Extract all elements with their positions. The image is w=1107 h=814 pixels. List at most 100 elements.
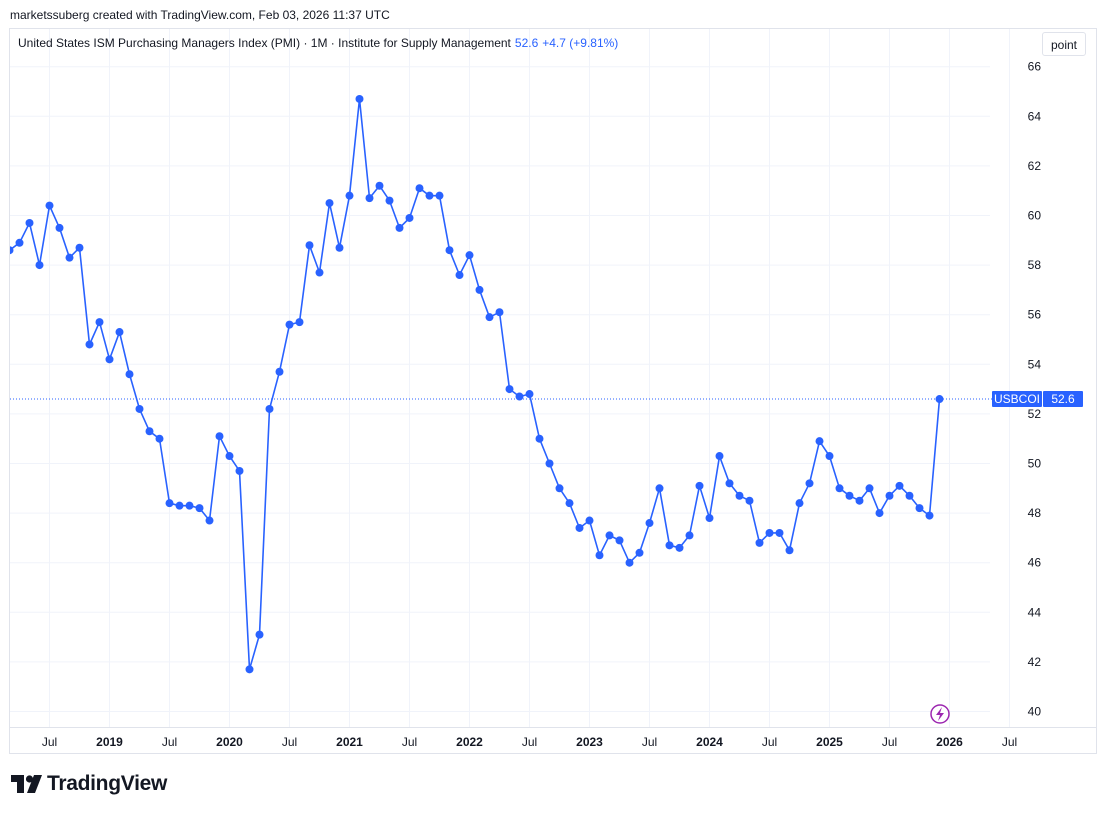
line-chart[interactable]: 40 42 44 46 48 50 52 54 56 58 60 62 64 66 Jul 2019 Jul 20…	[10, 29, 1097, 754]
data-point[interactable]	[575, 523, 584, 532]
data-point[interactable]	[535, 434, 544, 443]
data-point[interactable]	[65, 253, 74, 262]
data-point[interactable]	[515, 392, 524, 401]
data-point[interactable]	[855, 496, 864, 505]
data-point[interactable]	[215, 432, 224, 441]
data-point[interactable]	[495, 308, 504, 317]
data-point[interactable]	[705, 514, 714, 523]
price-mode-button[interactable]: point	[1042, 32, 1086, 56]
data-point[interactable]	[415, 184, 424, 193]
data-point[interactable]	[35, 261, 44, 270]
data-point[interactable]	[435, 191, 444, 200]
data-point[interactable]	[665, 541, 674, 550]
data-point[interactable]	[795, 499, 804, 508]
data-point[interactable]	[485, 313, 494, 322]
data-point[interactable]	[425, 191, 434, 200]
data-point[interactable]	[55, 223, 64, 232]
data-point[interactable]	[895, 481, 904, 490]
data-point[interactable]	[335, 243, 344, 252]
data-point[interactable]	[125, 370, 134, 379]
data-point[interactable]	[885, 491, 894, 500]
data-point[interactable]	[85, 340, 94, 349]
data-point[interactable]	[155, 434, 164, 443]
data-point[interactable]	[585, 516, 594, 525]
data-point[interactable]	[445, 246, 454, 255]
data-point[interactable]	[135, 404, 144, 413]
data-point[interactable]	[245, 665, 254, 674]
data-point[interactable]	[545, 459, 554, 468]
data-point[interactable]	[745, 496, 754, 505]
data-point[interactable]	[765, 528, 774, 537]
data-point[interactable]	[645, 519, 654, 528]
data-point[interactable]	[15, 238, 24, 247]
data-point[interactable]	[385, 196, 394, 205]
data-point[interactable]	[465, 251, 474, 260]
tradingview-logo[interactable]: TradingView	[11, 772, 167, 796]
data-point[interactable]	[625, 558, 634, 567]
data-point[interactable]	[295, 318, 304, 327]
data-point[interactable]	[875, 509, 884, 518]
data-point[interactable]	[475, 285, 484, 294]
data-point[interactable]	[165, 499, 174, 508]
data-point[interactable]	[95, 318, 104, 327]
data-point[interactable]	[935, 395, 944, 404]
data-point[interactable]	[905, 491, 914, 500]
data-point[interactable]	[325, 199, 334, 208]
data-point[interactable]	[555, 484, 564, 493]
data-point[interactable]	[715, 452, 724, 461]
data-point[interactable]	[395, 223, 404, 232]
data-point[interactable]	[865, 484, 874, 493]
data-point[interactable]	[185, 501, 194, 510]
data-point[interactable]	[305, 241, 314, 250]
data-point[interactable]	[615, 536, 624, 545]
data-point[interactable]	[635, 548, 644, 557]
data-point[interactable]	[605, 531, 614, 540]
data-point[interactable]	[275, 367, 284, 376]
y-tick-label: 44	[1028, 605, 1042, 619]
chart-panel[interactable]: 40 42 44 46 48 50 52 54 56 58 60 62 64 66 Jul 2019 Jul 20…	[9, 28, 1097, 754]
data-point[interactable]	[205, 516, 214, 525]
data-point[interactable]	[925, 511, 934, 520]
data-point[interactable]	[145, 427, 154, 436]
data-point[interactable]	[655, 484, 664, 493]
y-tick-label: 54	[1028, 357, 1042, 371]
data-point[interactable]	[685, 531, 694, 540]
data-point[interactable]	[235, 466, 244, 475]
data-point[interactable]	[825, 452, 834, 461]
data-point[interactable]	[785, 546, 794, 555]
data-point[interactable]	[675, 543, 684, 552]
data-point[interactable]	[25, 218, 34, 227]
data-point[interactable]	[375, 181, 384, 190]
data-point[interactable]	[455, 271, 464, 280]
data-point[interactable]	[775, 528, 784, 537]
data-point[interactable]	[105, 355, 114, 364]
data-point[interactable]	[225, 452, 234, 461]
data-point[interactable]	[915, 504, 924, 513]
data-point[interactable]	[845, 491, 854, 500]
data-point[interactable]	[815, 437, 824, 446]
data-point[interactable]	[595, 551, 604, 560]
data-point[interactable]	[365, 194, 374, 203]
data-point[interactable]	[75, 243, 84, 252]
data-point[interactable]	[115, 328, 124, 337]
data-point[interactable]	[285, 320, 294, 329]
data-point[interactable]	[265, 404, 274, 413]
data-point[interactable]	[755, 538, 764, 547]
data-point[interactable]	[405, 213, 414, 222]
data-point[interactable]	[805, 479, 814, 488]
data-point[interactable]	[565, 499, 574, 508]
data-point[interactable]	[315, 268, 324, 277]
data-point[interactable]	[735, 491, 744, 500]
data-point[interactable]	[10, 246, 14, 255]
data-point[interactable]	[45, 201, 54, 210]
data-point[interactable]	[255, 630, 264, 639]
data-point[interactable]	[345, 191, 354, 200]
data-point[interactable]	[525, 390, 534, 399]
data-point[interactable]	[725, 479, 734, 488]
data-point[interactable]	[505, 385, 514, 394]
data-point[interactable]	[175, 501, 184, 510]
data-point[interactable]	[355, 94, 364, 103]
data-point[interactable]	[195, 504, 204, 513]
data-point[interactable]	[835, 484, 844, 493]
data-point[interactable]	[695, 481, 704, 490]
